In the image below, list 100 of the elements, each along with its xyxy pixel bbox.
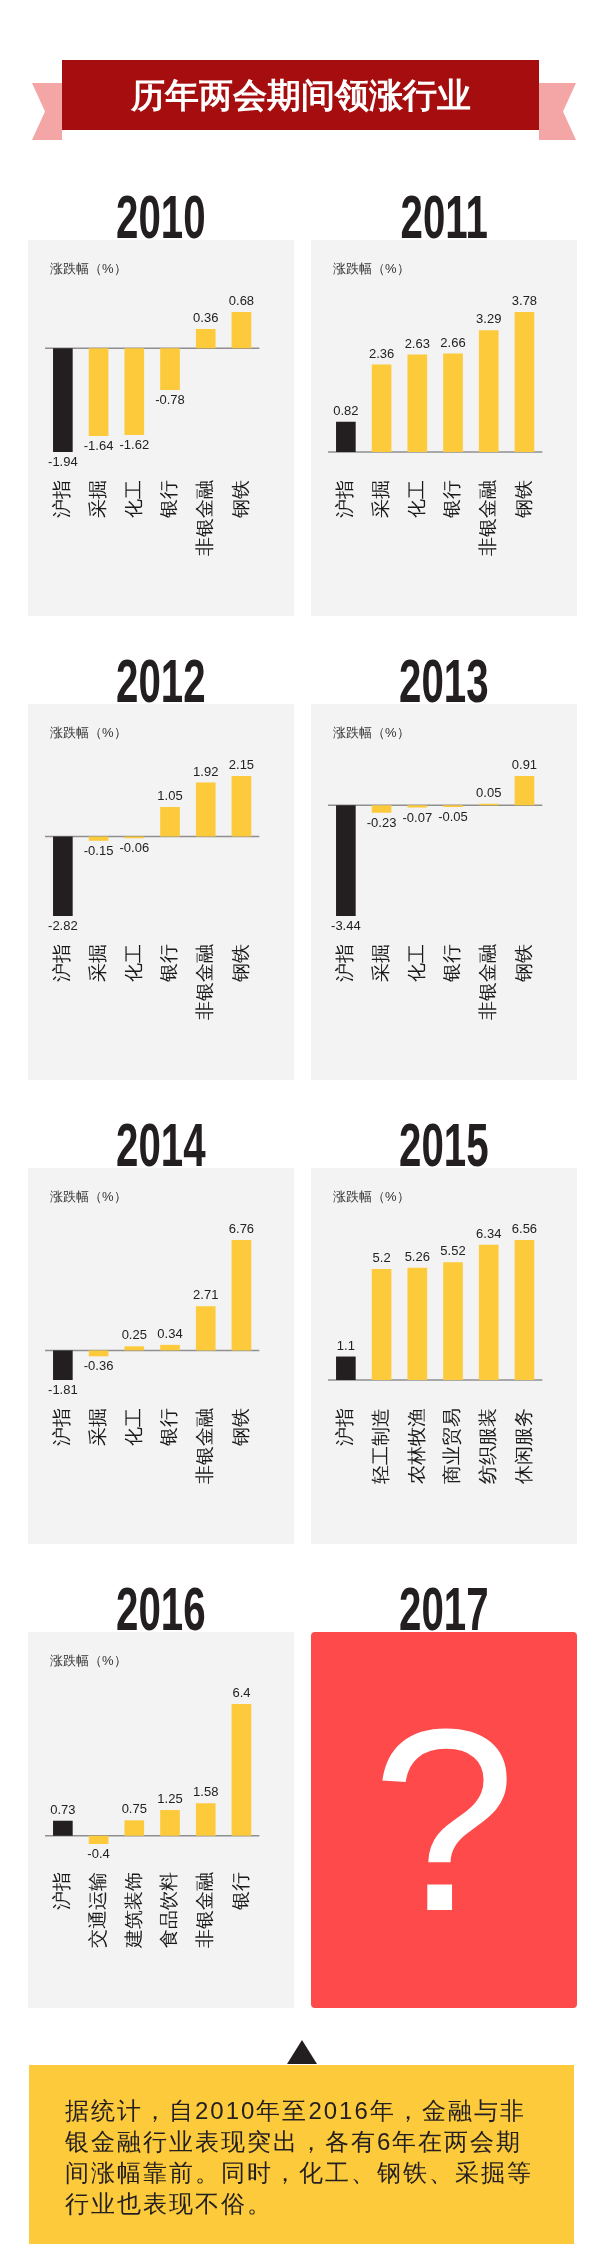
chart-title: 2014: [116, 1111, 206, 1179]
y-axis-title: 涨跌幅（%）: [333, 724, 410, 742]
data-label: -0.4: [87, 1846, 110, 1862]
x-tick-label: 银行: [158, 1408, 180, 1447]
x-tick-label: 沪指: [334, 1408, 356, 1446]
x-tick-label: 沪指: [51, 480, 73, 518]
data-label: 3.78: [511, 293, 538, 309]
x-tick-label: 沪指: [334, 944, 356, 982]
data-label: 5.26: [404, 1248, 430, 1264]
data-label: 2.36: [368, 345, 395, 361]
data-label: 1.25: [157, 1791, 183, 1807]
x-tick-label: 沪指: [334, 480, 356, 518]
data-label: 6.76: [228, 1221, 255, 1237]
bar: [336, 421, 356, 452]
bar: [124, 1820, 145, 1836]
data-label: 1.1: [336, 1337, 355, 1353]
chart-title: 2016: [116, 1575, 206, 1643]
data-label: 3.29: [476, 311, 502, 327]
data-label: 0.05: [476, 784, 502, 800]
x-tick-label: 非银金融: [193, 1408, 215, 1484]
bar: [478, 1244, 499, 1380]
bar: [371, 364, 392, 452]
data-label: -1.62: [119, 436, 150, 452]
data-label: 0.82: [333, 402, 359, 418]
data-label: -0.05: [438, 808, 468, 824]
bar: [88, 836, 109, 841]
data-label: -0.15: [83, 842, 114, 858]
bar: [407, 354, 428, 452]
bar: [514, 1240, 535, 1380]
text: 2017: [399, 1575, 489, 1643]
x-tick-label: 采掘: [369, 480, 391, 518]
x-tick-label: 钢铁: [229, 480, 251, 519]
bar: [371, 1269, 392, 1380]
bar: [53, 836, 73, 916]
data-label: 2.15: [228, 757, 255, 773]
x-tick-label: 银行: [229, 1872, 251, 1911]
x-tick-label: 沪指: [51, 944, 73, 982]
x-tick-label: 化工: [122, 944, 144, 982]
x-tick-label: 非银金融: [193, 1872, 215, 1948]
x-tick-label: 沪指: [51, 1872, 73, 1910]
x-tick-label: 银行: [441, 944, 463, 983]
data-label: 0.75: [121, 1801, 147, 1817]
text: 历年两会期间领涨行业: [62, 60, 539, 130]
bar: [124, 1346, 145, 1351]
x-tick-label: 化工: [405, 480, 427, 518]
bar: [53, 1820, 73, 1836]
x-tick-label: 商业贸易: [441, 1408, 463, 1484]
data-label: 0.68: [228, 293, 255, 309]
bar: [195, 1306, 216, 1351]
bar: [53, 1350, 73, 1380]
bar: [88, 1350, 109, 1357]
x-tick-label: 休闲服务: [512, 1408, 534, 1484]
data-label: 0.25: [121, 1327, 147, 1343]
x-tick-label: 采掘: [86, 1408, 108, 1446]
x-tick-label: 非银金融: [193, 480, 215, 556]
data-label: -3.44: [331, 918, 361, 934]
data-label: 6.34: [476, 1225, 502, 1241]
y-axis-title: 涨跌幅（%）: [50, 724, 127, 742]
bar: [443, 1262, 463, 1380]
data-label: 1.92: [193, 763, 219, 779]
text: ?: [371, 1675, 517, 1965]
data-label: -0.07: [402, 809, 433, 825]
chart-title: 2010: [116, 183, 206, 251]
x-tick-label: 钢铁: [512, 480, 534, 519]
y-axis-title: 涨跌幅（%）: [50, 1188, 127, 1206]
x-tick-label: 化工: [122, 1408, 144, 1446]
x-tick-label: 钢铁: [229, 944, 251, 983]
chart-title: 2013: [399, 647, 489, 715]
data-label: 0.91: [511, 757, 538, 773]
data-label: -1.64: [83, 438, 114, 454]
x-tick-label: 沪指: [51, 1408, 73, 1446]
bar: [443, 353, 463, 452]
data-label: 6.4: [232, 1685, 251, 1701]
y-axis-title: 涨跌幅（%）: [50, 1652, 127, 1670]
bar: [231, 1240, 252, 1351]
bar: [231, 776, 252, 837]
data-label: 5.2: [372, 1250, 391, 1266]
x-tick-label: 食品饮料: [158, 1872, 180, 1948]
data-label: -1.94: [48, 454, 78, 470]
data-label: -2.82: [48, 918, 78, 934]
data-label: 2.71: [193, 1287, 219, 1303]
chart-title: 2012: [116, 647, 206, 715]
bar: [336, 1356, 356, 1380]
bar: [514, 312, 535, 452]
data-label: 2.63: [404, 335, 430, 351]
bar: [160, 806, 180, 837]
data-label: -0.23: [366, 814, 397, 830]
data-label: 5.52: [440, 1243, 466, 1259]
x-tick-label: 化工: [405, 944, 427, 982]
x-tick-label: 钢铁: [229, 1408, 251, 1447]
x-tick-label: 采掘: [369, 944, 391, 982]
bar: [195, 1803, 216, 1836]
data-label: 2.66: [440, 334, 466, 350]
data-label: -0.06: [119, 840, 150, 856]
data-label: 6.56: [511, 1221, 538, 1237]
x-tick-label: 采掘: [86, 944, 108, 982]
x-tick-label: 农林牧渔: [405, 1408, 427, 1484]
x-tick-label: 建筑装饰: [122, 1872, 144, 1949]
data-label: 1.58: [193, 1784, 219, 1800]
text: 据统计，自2010年至2016年，金融与非银金融行业表现突出，各有6年在两会期间涨幅靠前。同时，化工、钢铁、采掘等行业也表现不俗。: [65, 2096, 534, 2219]
